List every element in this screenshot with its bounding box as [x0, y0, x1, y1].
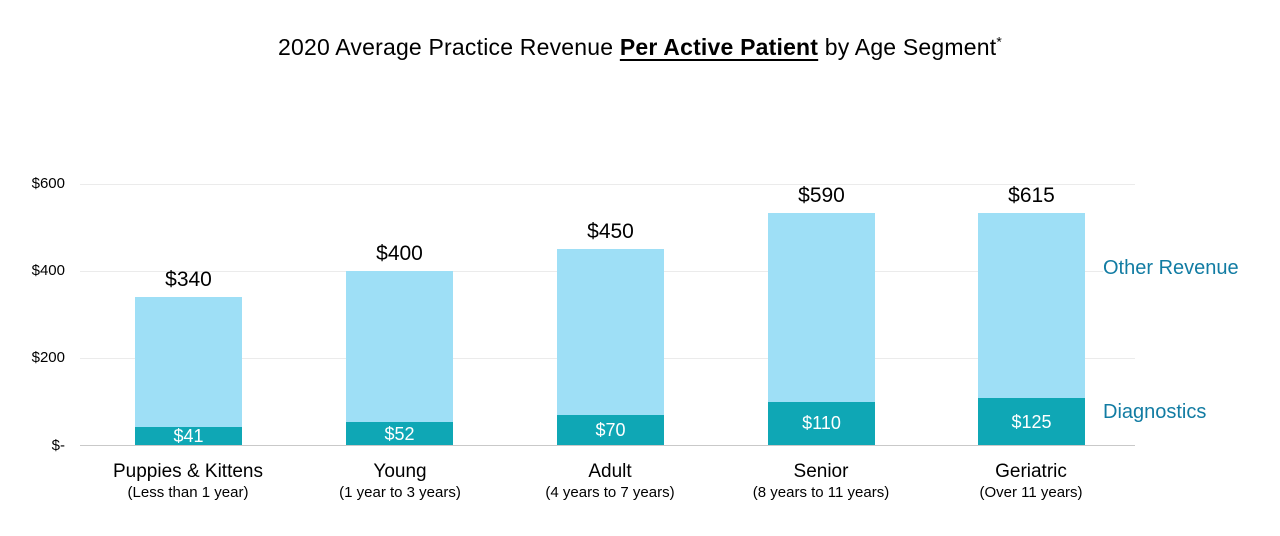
legend-label-other-revenue: Other Revenue	[1103, 257, 1239, 279]
title-emphasis: Per Active Patient	[619, 34, 819, 60]
title-prefix: 2020 Average Practice Revenue	[277, 34, 620, 60]
legend-label-diagnostics: Diagnostics	[1103, 401, 1207, 423]
diagnostics-value-label: $70	[595, 420, 626, 440]
title-footnote-marker: *	[996, 33, 1003, 50]
bar-group-puppies-kittens: $340 $41	[135, 184, 242, 445]
diagnostics-value-label: $52	[384, 423, 415, 444]
category-age-range: (4 years to 7 years)	[545, 484, 675, 501]
bar-segment-other-revenue	[768, 213, 875, 402]
bar-segment-diagnostics: $41	[135, 427, 242, 445]
title-suffix: by Age Segment	[818, 34, 997, 60]
bar-group-adult: $450 $70	[557, 184, 664, 445]
category-label-senior: Senior (8 years to 11 years)	[701, 460, 941, 502]
bar-total-label: $400	[376, 242, 423, 265]
bar-segment-diagnostics: $125	[978, 398, 1085, 445]
bar-segment-diagnostics: $110	[768, 401, 875, 445]
category-label-geriatric: Geriatric (Over 11 years)	[911, 460, 1151, 502]
y-axis-tick-600: $600	[31, 175, 65, 192]
category-label-puppies-kittens: Puppies & Kittens (Less than 1 year)	[68, 460, 308, 502]
category-name: Young	[373, 461, 427, 482]
plot-area: $600 $400 $200 $- $340 $41 $400 $52 $450	[32, 176, 1135, 454]
diagnostics-value-label: $110	[802, 413, 841, 434]
category-age-range: (Over 11 years)	[979, 484, 1083, 501]
bar-segment-other-revenue	[978, 213, 1085, 399]
bar-segment-diagnostics: $52	[346, 422, 453, 445]
bar-total-label: $615	[1008, 184, 1055, 207]
category-age-range: (Less than 1 year)	[127, 484, 249, 501]
chart-title: 2020 Average Practice Revenue Per Active…	[0, 34, 1280, 61]
bar-group-geriatric: $615 $125	[978, 184, 1085, 445]
bar-segment-other-revenue	[135, 297, 242, 427]
diagnostics-value-label: $125	[1011, 411, 1052, 432]
category-name: Adult	[588, 461, 632, 482]
bar-segment-other-revenue	[346, 271, 453, 422]
diagnostics-value-label: $41	[173, 426, 204, 446]
category-name: Puppies & Kittens	[113, 461, 263, 482]
category-name: Senior	[793, 461, 849, 482]
bar-total-label: $450	[587, 220, 634, 243]
category-name: Geriatric	[995, 461, 1067, 482]
bar-total-label: $340	[165, 268, 212, 291]
gridline-600: $600	[32, 176, 1135, 192]
bar-group-young: $400 $52	[346, 184, 453, 445]
bar-total-label: $590	[798, 184, 845, 207]
category-age-range: (8 years to 11 years)	[752, 484, 890, 501]
category-label-adult: Adult (4 years to 7 years)	[490, 460, 730, 502]
y-axis-tick-400: $400	[31, 262, 65, 279]
y-axis-tick-200: $200	[31, 349, 65, 366]
bar-group-senior: $590 $110	[768, 184, 875, 445]
bar-segment-other-revenue	[557, 249, 664, 415]
category-age-range: (1 year to 3 years)	[339, 484, 461, 501]
y-axis-tick-zero: $-	[51, 437, 65, 454]
category-label-young: Young (1 year to 3 years)	[280, 460, 520, 502]
bar-segment-diagnostics: $70	[557, 415, 664, 445]
